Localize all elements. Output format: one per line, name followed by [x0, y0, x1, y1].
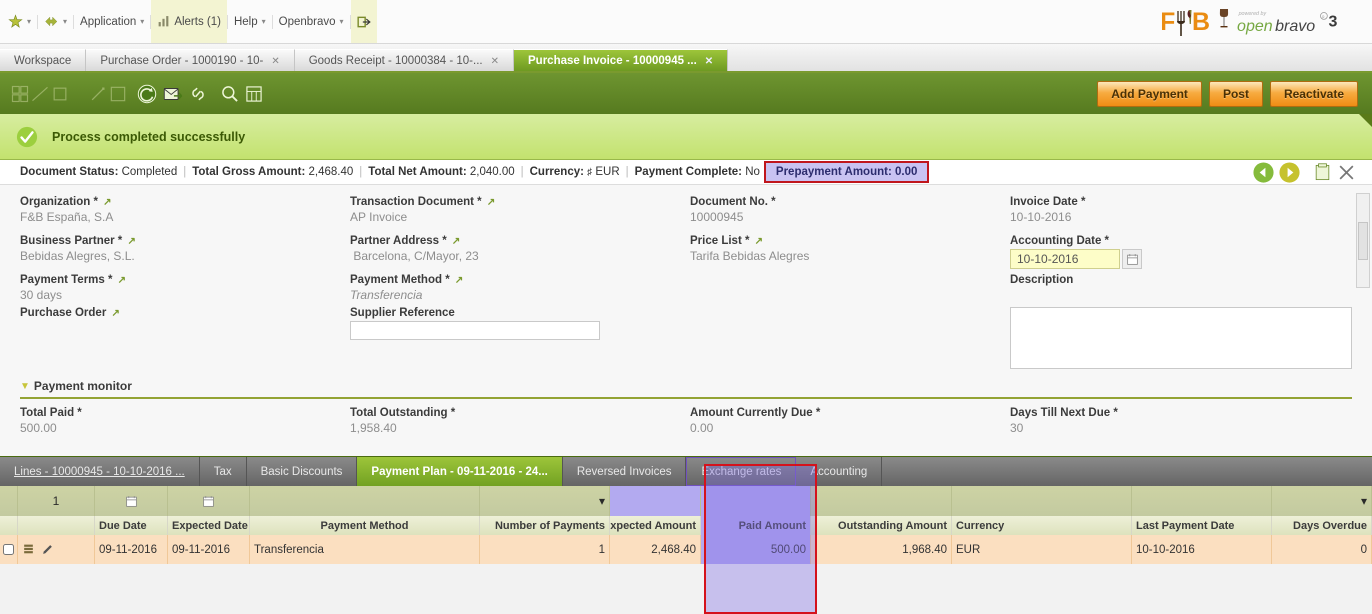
svg-text:o: o	[1322, 14, 1325, 19]
svg-text:open: open	[1237, 18, 1273, 35]
svg-text:powered by: powered by	[1238, 11, 1267, 17]
svg-text:F: F	[1162, 8, 1175, 36]
svg-text:3: 3	[1328, 13, 1337, 30]
svg-text:bravo: bravo	[1275, 18, 1315, 35]
svg-text:B: B	[1192, 8, 1210, 36]
